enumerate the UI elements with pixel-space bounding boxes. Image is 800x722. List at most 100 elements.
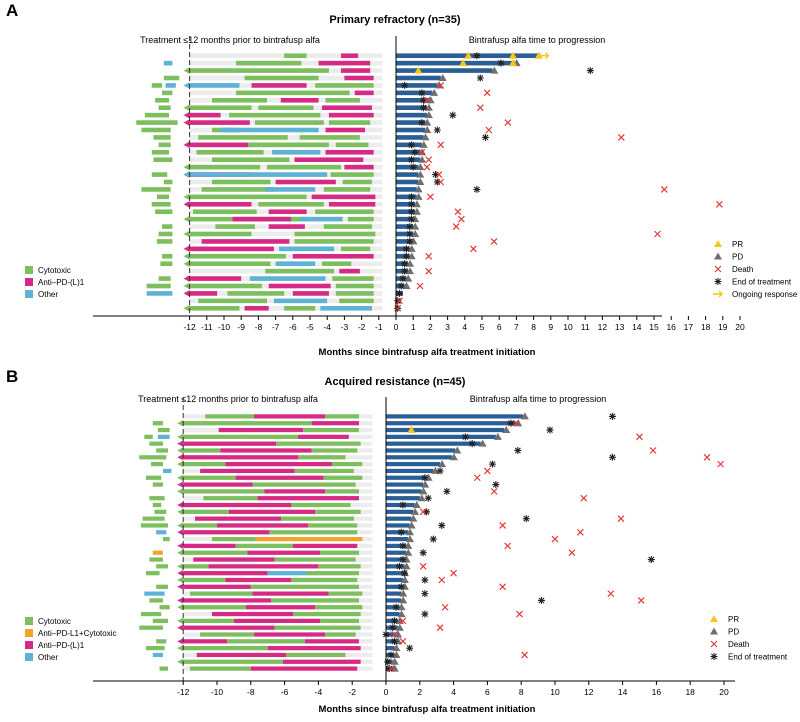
bintrafusp-bar	[386, 591, 402, 596]
death-marker	[551, 535, 559, 543]
patient-row	[189, 267, 433, 275]
end-of-treatment-marker	[424, 494, 432, 502]
death-marker	[399, 617, 407, 625]
prior-therapy-bar	[340, 246, 371, 252]
prior-therapy-bar	[211, 611, 294, 617]
death-marker	[617, 515, 625, 523]
prior-therapy-bar	[267, 571, 307, 576]
end-of-treatment-marker	[421, 610, 429, 618]
pd-marker	[419, 487, 428, 495]
death-marker	[476, 104, 484, 112]
patient-row	[152, 501, 421, 509]
prior-therapy-bar	[311, 194, 376, 200]
x-tick-label: -4	[323, 322, 331, 332]
pd-marker	[407, 252, 416, 260]
prior-therapy-bar	[252, 482, 356, 487]
patient-row	[163, 178, 445, 186]
prior-therapy-bar	[320, 305, 372, 311]
prior-therapy-dash	[162, 253, 173, 259]
pd-marker	[390, 657, 399, 665]
death-marker	[425, 252, 433, 260]
end-of-treatment-marker	[411, 148, 419, 156]
bintrafusp-bar	[386, 441, 481, 446]
prior-therapy-arrow	[183, 215, 190, 223]
prior-therapy-bar	[227, 639, 305, 644]
prior-therapy-bar	[201, 239, 290, 244]
prior-therapy-bar	[189, 246, 274, 252]
prior-therapy-dash	[136, 120, 178, 125]
prior-therapy-arrow	[183, 111, 190, 119]
prior-therapy-arrow	[183, 119, 190, 126]
pd-marker	[416, 178, 425, 185]
pd-marker	[412, 207, 421, 215]
legend-label: Other	[38, 290, 58, 299]
pd-marker	[407, 244, 416, 252]
legend-marker-symbol	[710, 615, 718, 622]
panel-title: Primary refractory (n=35)	[329, 14, 460, 26]
prior-therapy-bar	[291, 502, 351, 508]
pd-marker	[404, 274, 413, 282]
prior-therapy-bar	[211, 536, 256, 542]
x-tick-label: 4	[451, 687, 456, 697]
marker-legend: PR PD Death End of treatment Ongoing respons…	[713, 240, 798, 299]
bintrafusp-bar	[386, 584, 403, 589]
death-marker	[469, 245, 477, 253]
prior-therapy-arrow	[177, 522, 184, 529]
patient-row	[151, 170, 443, 179]
prior-therapy-bar	[308, 523, 358, 528]
x-axis: -12 -11 -10 -9 -8 -7 -6 -5 -4 -3 -2 -1 0 1 2 3 4 5 6 7 8 9 10 1…	[93, 315, 745, 332]
prior-therapy-bar	[183, 564, 209, 569]
prior-therapy-bar	[322, 105, 372, 111]
prior-therapy-dash	[146, 571, 160, 576]
bintrafusp-bar	[386, 543, 407, 549]
prior-therapy-bar	[195, 516, 282, 521]
pr-marker	[534, 51, 543, 59]
prior-therapy-bar	[298, 455, 346, 460]
x-tick-label: 8	[531, 322, 536, 332]
x-axis-title: Months since bintrafusp alfa treatment i…	[319, 704, 536, 715]
end-of-treatment-marker	[488, 460, 496, 468]
patient-row	[177, 487, 498, 495]
prior-therapy-bar	[189, 120, 250, 125]
legend-label: PR	[732, 240, 743, 249]
pd-marker	[412, 200, 421, 208]
prior-therapy-dash	[140, 611, 162, 617]
prior-therapy-bar	[328, 591, 363, 596]
prior-therapy-arrow	[183, 230, 190, 238]
end-of-treatment-marker	[389, 624, 397, 632]
end-of-treatment-marker	[647, 556, 655, 564]
legend-label: Anti–PD-L1+Cytotoxic	[38, 629, 116, 638]
prior-therapy-bar	[183, 543, 236, 549]
prior-therapy-bar	[211, 179, 271, 185]
patient-row	[146, 644, 414, 652]
bintrafusp-bar	[386, 414, 523, 419]
bintrafusp-bar	[396, 135, 424, 140]
death-marker	[715, 200, 723, 208]
prior-therapy-dash	[156, 584, 168, 589]
prior-therapy-arrow	[177, 481, 184, 488]
prior-therapy-bar	[328, 120, 371, 125]
prior-therapy-bar	[315, 509, 361, 514]
x-tick-label: 14	[632, 322, 642, 332]
prior-therapy-bar	[340, 53, 359, 59]
prior-therapy-bar	[189, 172, 328, 177]
legend-swatch	[25, 278, 33, 286]
prior-therapy-bar	[293, 543, 358, 549]
death-marker	[637, 597, 645, 604]
patient-row	[183, 215, 465, 223]
death-marker	[607, 590, 615, 598]
prior-therapy-bar	[281, 516, 354, 521]
patient-row	[156, 637, 407, 645]
x-tick-label: -9	[237, 322, 245, 332]
prior-therapy-dash	[159, 666, 168, 671]
death-marker	[516, 610, 523, 618]
prior-therapy-dash	[163, 75, 180, 81]
legend-label: Ongoing response	[732, 290, 798, 299]
death-marker	[437, 82, 445, 89]
pd-marker	[406, 267, 415, 275]
patient-row	[140, 610, 523, 618]
pd-marker	[423, 126, 432, 133]
prior-therapy-bar	[189, 261, 271, 267]
bintrafusp-bar	[386, 509, 414, 514]
pd-marker	[520, 412, 529, 420]
